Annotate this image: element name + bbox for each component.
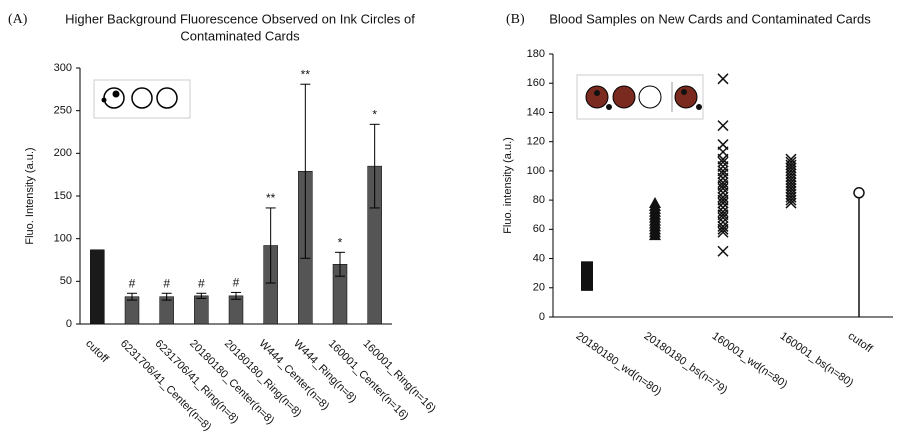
- point: [717, 206, 729, 218]
- x-tick-label: cutoff: [846, 330, 876, 356]
- y-axis-label: Fluo. intensity (a.u.): [502, 137, 514, 234]
- y-tick-label: 100: [527, 165, 545, 177]
- inset-a: [93, 79, 191, 119]
- point: [853, 187, 865, 199]
- point: [717, 165, 729, 177]
- point: [717, 191, 729, 203]
- y-tick-label: 200: [54, 147, 72, 159]
- significance-label: #: [129, 276, 136, 290]
- error-bar: [369, 123, 380, 209]
- y-tick-label: 0: [66, 318, 72, 330]
- inset-b: [576, 74, 704, 120]
- error-bar: [300, 83, 311, 259]
- significance-label: **: [301, 67, 311, 81]
- y-axis-label: Fluo. Intensity (a.u.): [24, 147, 36, 244]
- significance-label: #: [233, 276, 240, 290]
- y-tick-label: 20: [533, 282, 545, 294]
- error-bar: [265, 207, 276, 284]
- x-tick-label: W444_Ring(n=8): [291, 338, 359, 406]
- significance-label: **: [266, 191, 276, 205]
- bar: [124, 296, 140, 325]
- point: [581, 261, 593, 274]
- point: [717, 73, 729, 85]
- point: [649, 197, 661, 209]
- y-tick-label: 300: [54, 62, 72, 74]
- bar: [194, 295, 209, 325]
- y-tick-label: 100: [54, 233, 72, 245]
- error-bar: [196, 292, 207, 299]
- y-tick-label: 160: [527, 77, 545, 89]
- point: [717, 177, 729, 189]
- y-tick-label: 150: [54, 190, 72, 202]
- y-tick-label: 120: [527, 136, 545, 148]
- bar: [90, 249, 105, 325]
- significance-label: *: [372, 107, 377, 121]
- y-tick-label: 50: [60, 275, 72, 287]
- x-tick-label: cutoff: [83, 338, 111, 366]
- chart-title: Blood Samples on New Cards and Contamina…: [549, 11, 871, 26]
- error-bar: [127, 292, 137, 301]
- point: [717, 245, 729, 257]
- error-bar: [231, 291, 241, 300]
- significance-label: #: [163, 276, 170, 290]
- point: [785, 156, 797, 168]
- point: [717, 220, 729, 232]
- chart-title: Higher Background Fluorescence Observed …: [65, 11, 415, 26]
- y-tick-label: 80: [533, 194, 545, 206]
- y-tick-label: 40: [533, 252, 545, 264]
- error-bar: [335, 251, 345, 277]
- point: [717, 139, 729, 151]
- y-tick-label: 0: [539, 311, 545, 323]
- y-tick-label: 60: [533, 223, 545, 235]
- significance-label: #: [198, 276, 205, 290]
- panel-label: (B): [506, 12, 525, 27]
- bar: [159, 296, 174, 325]
- point: [717, 120, 729, 132]
- point: [785, 153, 797, 165]
- panel-label: (A): [8, 12, 28, 27]
- bar: [228, 295, 244, 325]
- y-tick-label: 180: [527, 48, 545, 60]
- significance-label: *: [338, 235, 343, 249]
- error-bar: [161, 292, 172, 301]
- chart-title: Contaminated Cards: [180, 28, 300, 43]
- point: [717, 156, 729, 168]
- y-tick-label: 140: [527, 106, 545, 118]
- y-tick-label: 250: [54, 105, 72, 117]
